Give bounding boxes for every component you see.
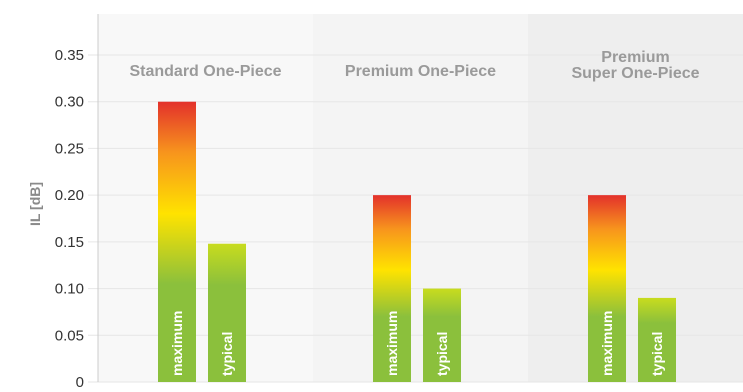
y-tick-label: 0.30: [55, 94, 84, 111]
group-background: [528, 14, 743, 382]
gridlines: [88, 54, 743, 383]
group-background: [313, 14, 528, 382]
bar-maximum: [158, 101, 196, 382]
bar-maximum: [588, 195, 626, 382]
y-axis-label: IL [dB]: [27, 182, 43, 226]
bar-label: maximum: [599, 311, 615, 376]
y-tick-label: 0.15: [55, 234, 84, 251]
y-tick-label: 0.20: [55, 187, 84, 204]
y-tick-labels: 0 0.05 0.10 0.15 0.20 0.25 0.30 0.35: [55, 47, 84, 391]
group-background: [98, 14, 313, 382]
group-label: Premium One-Piece: [345, 63, 496, 80]
bar-label: typical: [434, 332, 450, 376]
y-tick-label: 0.35: [55, 47, 84, 64]
group-labels: Standard One-Piece Premium One-Piece Premi…: [129, 49, 699, 82]
bar-label: maximum: [384, 311, 400, 376]
y-tick-label: 0: [76, 374, 84, 391]
y-tick-label: 0.05: [55, 327, 84, 344]
bar-label: typical: [219, 332, 235, 376]
bar-typical: [638, 297, 676, 382]
bars: maximum maximum maximum typical typical typic…: [158, 101, 676, 382]
bar-typical: [423, 288, 461, 382]
y-tick-label: 0.25: [55, 140, 84, 157]
group-label: Super One-Piece: [571, 65, 699, 82]
bar-label: maximum: [169, 311, 185, 376]
group-backgrounds: [98, 14, 743, 382]
y-tick-label: 0.10: [55, 281, 84, 298]
bar-maximum: [373, 195, 411, 382]
bar-typical: [208, 243, 246, 382]
bar-label: typical: [649, 332, 665, 376]
group-label: Premium: [601, 49, 669, 66]
group-label: Standard One-Piece: [129, 63, 281, 80]
